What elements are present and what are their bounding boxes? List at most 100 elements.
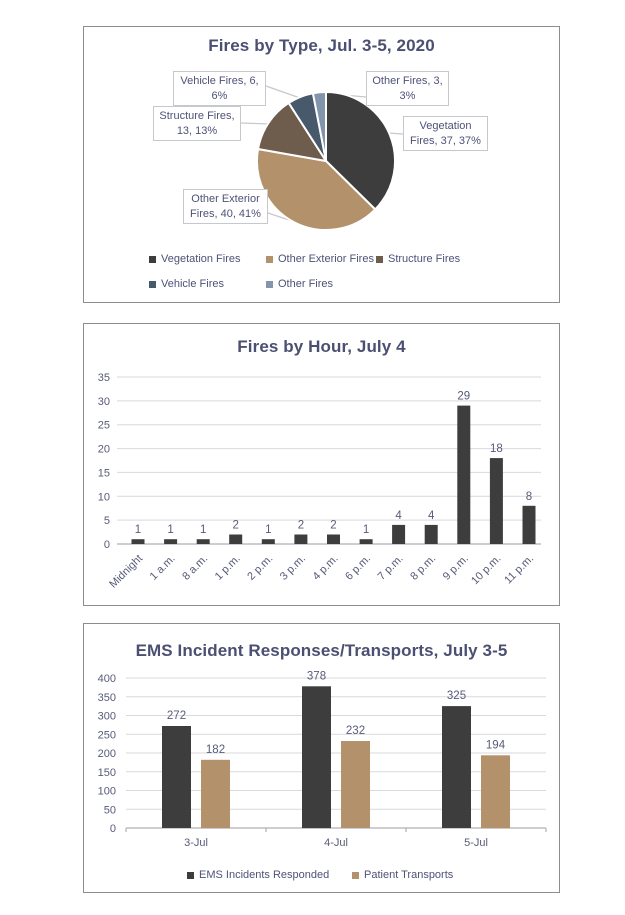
pie-slice-vegetation-fires	[325, 91, 397, 211]
bar-value-label: 2	[330, 520, 336, 532]
y-tick-label: 0	[104, 539, 110, 551]
bar-value-label: 378	[307, 670, 326, 682]
x-category-label: 10 p.m.	[469, 553, 503, 587]
x-category-label: 2 p.m.	[245, 553, 275, 583]
x-category-label: 8 a.m.	[180, 553, 210, 583]
bar-value-label: 1	[135, 524, 141, 536]
legend-swatch-icon	[266, 255, 273, 263]
callout-leader-line	[265, 85, 301, 99]
hour-bar-chart-panel: 0 5 10 15 20 25 30 35 1 Midnight 1 1 a.m. 1 8 a.m. 2 1 …	[83, 323, 560, 606]
y-tick-label: 10	[98, 491, 110, 503]
x-category-label: 7 p.m.	[376, 553, 406, 583]
bar-10pm	[489, 458, 503, 544]
bar-value-label: 8	[526, 491, 532, 503]
bar-value-label: 2	[232, 520, 238, 532]
x-category-label: Midnight	[107, 553, 145, 591]
bar-4pm	[327, 534, 340, 544]
legend-item-structure-fires: Structure Fires	[376, 253, 460, 265]
bar-2pm	[261, 539, 275, 544]
x-category-label: 5-Jul	[464, 837, 488, 849]
legend-item-other-exterior-fires: Other Exterior Fires	[266, 253, 374, 265]
callout-structure-fires: Structure Fires, 13, 13%	[153, 106, 241, 142]
bar-value-label: 2	[298, 520, 304, 532]
y-tick-label: 250	[98, 729, 116, 741]
x-category-label: 3 p.m.	[278, 553, 308, 583]
bar-value-label: 4	[428, 510, 435, 522]
hour-chart-title: Fires by Hour, July 4	[237, 337, 406, 356]
pie-slice-structure-fires	[257, 101, 327, 162]
bar-8am	[196, 539, 210, 544]
bar-7pm	[392, 524, 406, 544]
bar-11pm	[522, 505, 536, 544]
y-tick-label: 35	[98, 372, 110, 384]
pie-slice-other-fires	[311, 91, 327, 162]
bar-1pm	[229, 534, 243, 544]
y-tick-label: 100	[98, 786, 116, 798]
ems-bar-chart-canvas: 0 50 100 150 200 250 300 350 400 272 378 325 182 232 1…	[98, 670, 547, 849]
bar-5-Jul-patient-transports	[481, 755, 510, 829]
bar-5-Jul-ems-responded	[442, 706, 471, 828]
callout-other-fires: Other Fires, 3, 3%	[366, 71, 449, 107]
legend-swatch-icon	[352, 871, 359, 879]
pie-chart-canvas	[240, 85, 404, 231]
bar-value-label: 325	[447, 690, 466, 702]
bar-Midnight	[131, 539, 145, 544]
legend-label: Vehicle Fires	[161, 278, 224, 290]
bar-value-label: 29	[457, 391, 470, 403]
x-category-label: 4-Jul	[324, 837, 348, 849]
bar-1am	[164, 539, 178, 544]
hour-bar-chart-canvas: 0 5 10 15 20 25 30 35 1 Midnight 1 1 a.m. 1 8 a.m. 2 1 …	[98, 372, 541, 591]
x-category-label: 9 p.m.	[441, 553, 471, 583]
bar-value-label: 1	[167, 524, 173, 536]
callout-leader-line	[387, 132, 404, 135]
y-tick-label: 5	[104, 515, 110, 527]
x-category-label: 4 p.m.	[311, 553, 341, 583]
legend-label: EMS Incidents Responded	[199, 869, 330, 881]
bar-3pm	[294, 534, 308, 544]
bar-9pm	[457, 405, 471, 544]
x-category-label: 1 a.m.	[148, 553, 178, 583]
y-tick-label: 20	[98, 444, 110, 456]
bar-value-label: 4	[395, 510, 402, 522]
callout-vegetation-fires: Vegetation Fires, 37, 37%	[403, 116, 488, 152]
x-category-label: 11 p.m.	[502, 553, 536, 587]
bar-value-label: 1	[265, 524, 271, 536]
bar-3-Jul-patient-transports	[201, 759, 230, 829]
ems-bar-chart-panel: 0 50 100 150 200 250 300 350 400 272 378 325 182 232 1…	[83, 623, 560, 893]
pie-slice-other-exterior-fires	[256, 148, 377, 231]
legend-swatch-icon	[266, 280, 273, 288]
legend-swatch-icon	[149, 255, 156, 263]
pie-chart-panel: Fires by Type, Jul. 3-5, 2020 Vehicle Fi…	[83, 26, 560, 303]
bar-4-Jul-ems-responded	[302, 686, 331, 829]
legend-item-other-fires: Other Fires	[266, 278, 333, 290]
legend-label: Other Fires	[278, 278, 334, 290]
bar-value-label: 232	[346, 725, 365, 737]
legend-swatch-icon	[376, 255, 383, 263]
x-category-label: 8 p.m.	[408, 553, 438, 583]
legend-item-ems-incidents-responded: EMS Incidents Responded	[187, 869, 329, 881]
y-tick-label: 25	[98, 420, 110, 432]
y-tick-label: 200	[98, 748, 116, 760]
bar-value-label: 1	[363, 524, 369, 536]
legend-item-vegetation-fires: Vegetation Fires	[149, 253, 241, 265]
x-category-label: 6 p.m.	[343, 553, 373, 583]
callout-vehicle-fires: Vehicle Fires, 6, 6%	[173, 71, 266, 107]
x-category-label: 1 p.m.	[213, 553, 243, 583]
bar-value-label: 272	[167, 710, 186, 722]
legend-item-vehicle-fires: Vehicle Fires	[149, 278, 224, 290]
bar-value-label: 1	[200, 524, 206, 536]
y-tick-label: 0	[110, 823, 116, 835]
y-tick-label: 15	[98, 467, 110, 479]
legend-swatch-icon	[149, 280, 156, 288]
y-tick-label: 150	[98, 767, 116, 779]
bar-6pm	[359, 539, 373, 544]
bar-8pm	[424, 524, 438, 544]
callout-leader-line	[240, 122, 271, 125]
y-tick-label: 300	[98, 711, 116, 723]
y-tick-label: 30	[98, 396, 110, 408]
bar-value-label: 18	[490, 443, 503, 455]
ems-chart-title: EMS Incident Responses/Transports, July …	[135, 641, 508, 660]
bar-3-Jul-ems-responded	[162, 726, 191, 828]
x-category-label: 3-Jul	[184, 837, 208, 849]
